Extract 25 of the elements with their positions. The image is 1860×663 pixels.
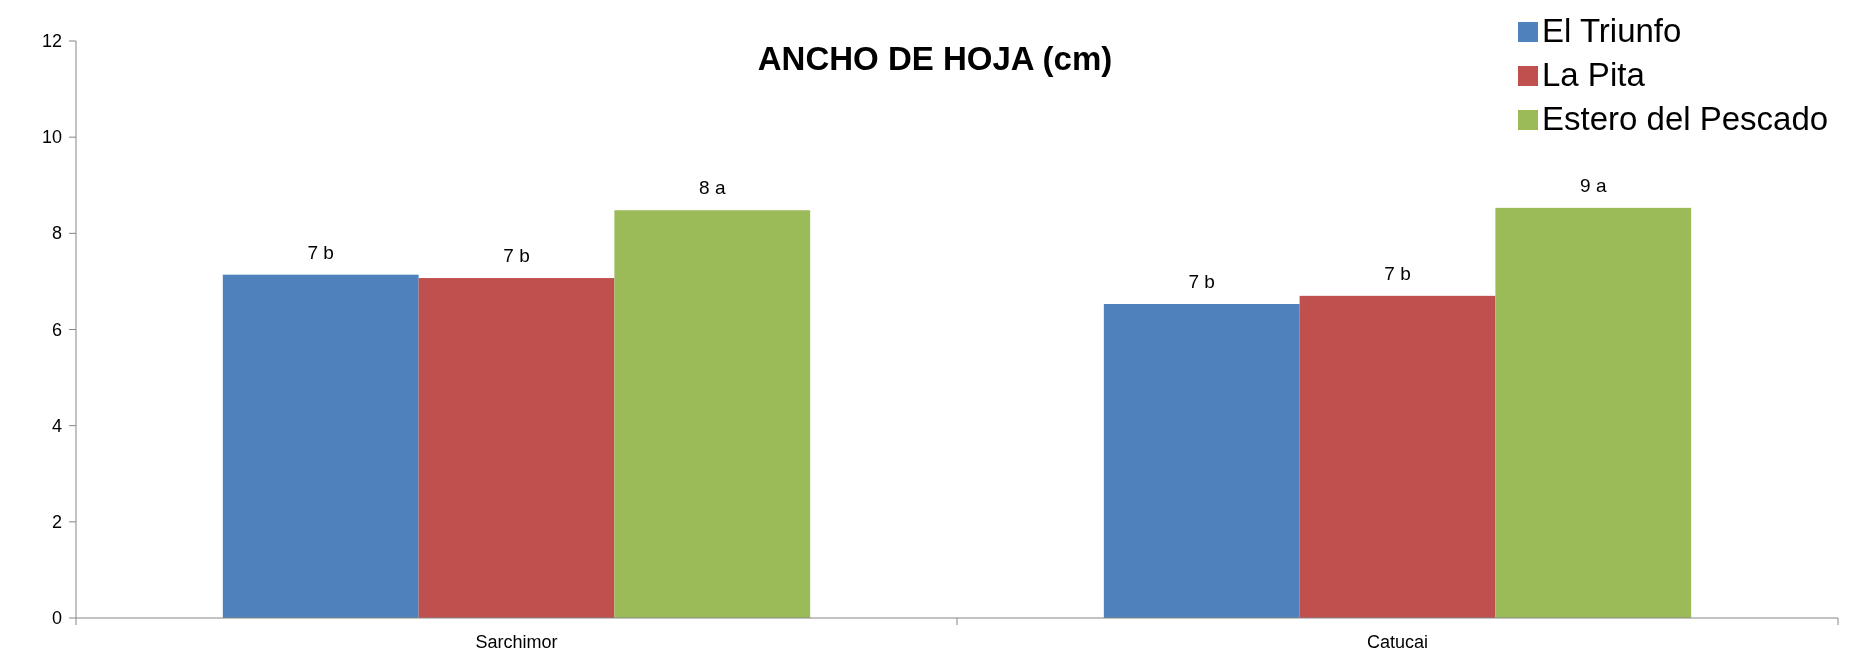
y-tick-label: 2	[51, 511, 62, 532]
y-tick-label: 4	[51, 415, 62, 436]
y-tick-label: 8	[51, 223, 62, 244]
bar	[222, 274, 419, 618]
legend-label: El Triunfo	[1542, 12, 1682, 49]
data-label: 7 b	[503, 245, 530, 267]
legend-label: Estero del Pescado	[1542, 100, 1829, 137]
bar	[418, 278, 615, 618]
data-label: 7 b	[1384, 262, 1411, 284]
bar	[1299, 295, 1496, 618]
data-label: 7 b	[307, 241, 334, 263]
y-tick-label: 10	[41, 127, 62, 148]
data-label: 9 a	[1580, 174, 1607, 196]
y-tick-label: 12	[41, 31, 62, 51]
bar	[1495, 207, 1692, 618]
chart-title: ANCHO DE HOJA (cm)	[757, 40, 1113, 77]
bar	[1103, 304, 1300, 618]
bar	[614, 210, 811, 618]
x-tick-label: Sarchimor	[475, 632, 558, 652]
data-label: 8 a	[699, 177, 726, 199]
legend-label: La Pita	[1542, 56, 1646, 93]
y-tick-label: 6	[51, 319, 62, 340]
y-tick-label: 0	[51, 608, 62, 628]
data-label: 7 b	[1188, 271, 1215, 293]
x-tick-label: Catucai	[1366, 632, 1429, 652]
